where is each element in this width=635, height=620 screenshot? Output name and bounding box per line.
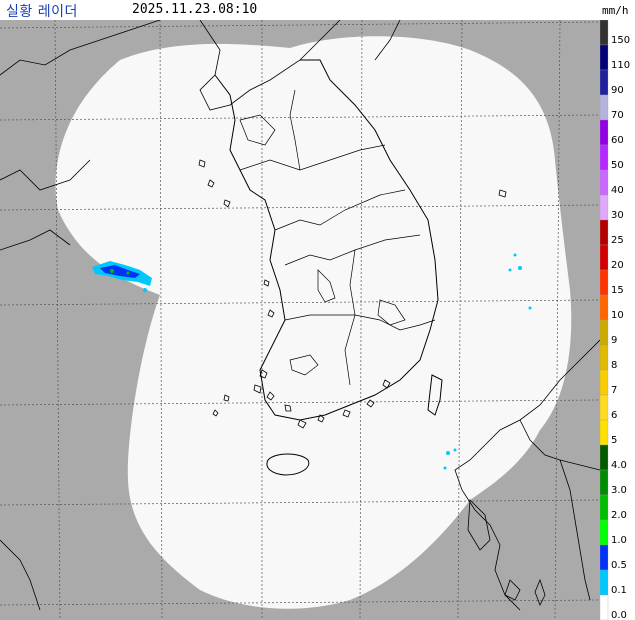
korean-peninsula-outline [214,59,439,421]
legend-swatch [600,319,609,346]
legend-label: 3.0 [611,485,627,496]
legend-swatch [600,294,609,321]
legend-swatch [600,44,609,71]
legend-label: 110 [611,60,630,71]
legend-swatch [600,394,609,421]
legend-swatch [600,494,609,521]
radar-echo-west-sea [92,261,152,292]
radar-coverage-area [55,36,572,609]
legend-label: 6 [611,410,617,421]
legend-swatch [600,444,609,471]
legend-swatch [600,544,609,571]
legend-swatch [600,519,609,546]
legend-swatch [600,469,609,496]
province-boundaries [239,89,436,386]
legend-label: 1.0 [611,535,627,546]
legend-label: 8 [611,360,617,371]
coastal-islands [198,159,507,429]
legend-swatch [600,119,609,146]
legend-swatch [600,194,609,221]
legend-swatch [600,369,609,396]
legend-label: 5 [611,435,617,446]
legend-label: 60 [611,135,624,146]
legend-label: 15 [611,285,624,296]
observation-timestamp: 2025.11.23.08:10 [132,2,258,17]
map-grid [0,20,600,620]
legend-swatch [600,419,609,446]
jeju-island [266,453,310,476]
legend-swatch [600,594,609,620]
legend-label: 10 [611,310,624,321]
northern-boundaries [0,20,401,251]
legend-label: 4.0 [611,460,627,471]
tsushima-island [427,374,443,416]
legend-swatch [600,144,609,171]
legend-label: 20 [611,260,624,271]
intensity-legend: 150 110 90 70 60 50 40 30 25 20 15 10 9 8 7 6 5 4.0 3.0 2.0… [600,20,630,620]
radar-title: 실황 레이더 [6,4,78,20]
legend-swatch [600,20,609,46]
legend-label: 150 [611,35,630,46]
legend-swatch [600,269,609,296]
legend-label: 0.5 [611,560,627,571]
legend-label: 9 [611,335,617,346]
radar-echo-east-sea [443,253,532,470]
legend-swatch [600,569,609,596]
legend-label: 70 [611,110,624,121]
legend-label: 40 [611,185,624,196]
legend-label: 90 [611,85,624,96]
legend-swatch [600,169,609,196]
legend-label: 30 [611,210,624,221]
legend-label: 50 [611,160,624,171]
legend-swatch [600,219,609,246]
legend-swatch [600,69,609,96]
legend-label: 7 [611,385,617,396]
legend-label: 0.0 [611,610,627,620]
title-bar: 실황 레이더 2025.11.23.08:10 [0,0,600,20]
legend-swatch [600,244,609,271]
legend-label: 2.0 [611,510,627,521]
legend-swatch [600,344,609,371]
radar-map[interactable] [0,20,600,620]
japan-coastline [0,339,600,611]
legend-label: 0.1 [611,585,627,596]
unit-label: mm/h [602,4,629,17]
legend-label: 25 [611,235,624,246]
legend-swatch [600,94,609,121]
